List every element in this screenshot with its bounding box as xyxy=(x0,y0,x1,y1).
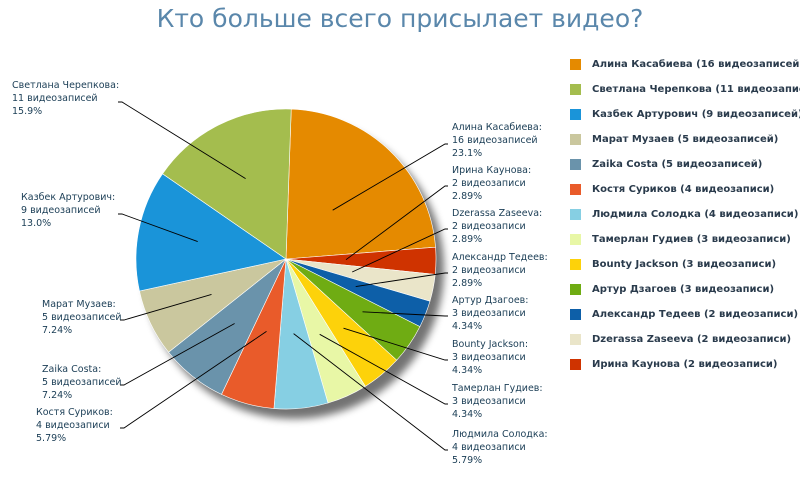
legend-swatch xyxy=(570,134,581,145)
slice-callout-text: Александр Тедеев: xyxy=(452,252,548,263)
legend-label: Bounty Jackson (3 видеозаписи) xyxy=(592,259,777,270)
slice-callout-text: 2 видеозаписи xyxy=(452,221,526,232)
legend-item: Александр Тедеев (2 видеозаписи) xyxy=(570,302,800,327)
slice-callout-text: 15.9% xyxy=(12,106,42,117)
legend-swatch xyxy=(570,259,581,270)
legend-label: Тамерлан Гудиев (3 видеозаписи) xyxy=(592,234,791,245)
leader-line xyxy=(352,228,448,273)
slice-callout-text: Ирина Каунова: xyxy=(452,165,531,176)
slice-callout-text: 5.79% xyxy=(452,455,482,466)
slice-callout-text: Bounty Jackson: xyxy=(452,339,528,350)
slice-callout-text: Светлана Черепкова: xyxy=(12,80,119,91)
slice-callout-text: 3 видеозаписи xyxy=(452,352,526,363)
legend-item: Ирина Каунова (2 видеозаписи) xyxy=(570,352,800,377)
slice-callout-text: Алина Касабиева: xyxy=(452,122,542,133)
legend-item: Zaika Costa (5 видеозаписей) xyxy=(570,152,800,177)
legend-item: Людмила Солодка (4 видеозаписи) xyxy=(570,202,800,227)
slice-callout-text: Марат Музаев: xyxy=(42,299,116,310)
legend-label: Марат Музаев (5 видеозаписей) xyxy=(592,134,779,145)
legend-label: Dzerassa Zaseeva (2 видеозаписи) xyxy=(592,334,792,345)
slice-callout-text: 5 видеозаписей xyxy=(42,312,122,323)
legend-label: Алина Касабиева (16 видеозаписей) xyxy=(592,59,800,70)
legend-label: Zaika Costa (5 видеозаписей) xyxy=(592,159,763,170)
slice-callout-text: 3 видеозаписи xyxy=(452,308,526,319)
leader-line xyxy=(319,333,448,405)
slice-callout-text: 2.89% xyxy=(452,191,482,202)
slice-callout-text: 7.24% xyxy=(42,325,72,336)
legend-label: Артур Дзагоев (3 видеозаписи) xyxy=(592,284,775,295)
legend-swatch xyxy=(570,159,581,170)
slice-callout-text: Тамерлан Гудиев: xyxy=(451,383,543,394)
leader-line xyxy=(120,293,212,321)
chart-title: Кто больше всего присылает видео? xyxy=(156,4,644,33)
slice-callout-text: 23.1% xyxy=(452,148,482,159)
legend-label: Александр Тедеев (2 видеозаписи) xyxy=(592,309,799,320)
slice-callout-text: 5.79% xyxy=(36,433,66,444)
slice-callout-text: 2 видеозаписи xyxy=(452,178,526,189)
leader-line xyxy=(345,185,448,261)
legend-label: Казбек Артурович (9 видеозаписей) xyxy=(592,109,800,120)
legend-item: Костя Суриков (4 видеозаписи) xyxy=(570,177,800,202)
slice-callouts: Алина Касабиева: 16 видеозаписей 23.1% Ирин… xyxy=(12,80,548,466)
legend-swatch xyxy=(570,59,581,70)
slice-callout-text: 9 видеозаписей xyxy=(21,205,101,216)
legend-label: Костя Суриков (4 видеозаписи) xyxy=(592,184,775,195)
slice-callout-text: 4.34% xyxy=(452,321,482,332)
leader-line xyxy=(293,333,448,451)
slice-callout-text: 2.89% xyxy=(452,278,482,289)
legend-item: Тамерлан Гудиев (3 видеозаписи) xyxy=(570,227,800,252)
legend-swatch xyxy=(570,184,581,195)
leader-line xyxy=(120,331,267,429)
slice-callout-text: Казбек Артурович: xyxy=(21,192,115,203)
slice-callout-text: Dzerassa Zaseeva: xyxy=(452,208,542,219)
leader-line xyxy=(332,143,448,211)
leader-lines xyxy=(118,101,448,451)
legend-item: Казбек Артурович (9 видеозаписей) xyxy=(570,102,800,127)
slice-callout-text: 4 видеозаписи xyxy=(36,420,110,431)
legend-label: Ирина Каунова (2 видеозаписи) xyxy=(592,359,778,370)
slice-callout-text: 4 видеозаписи xyxy=(452,442,526,453)
legend-swatch xyxy=(570,209,581,220)
legend-swatch xyxy=(570,309,581,320)
slice-callout-text: 2 видеозаписи xyxy=(452,265,526,276)
legend-item: Марат Музаев (5 видеозаписей) xyxy=(570,127,800,152)
slice-callout-text: Артур Дзагоев: xyxy=(452,295,528,306)
legend: Алина Касабиева (16 видеозаписей) Светлан… xyxy=(570,52,800,377)
slice-callout-text: Костя Суриков: xyxy=(36,407,113,418)
legend-swatch xyxy=(570,334,581,345)
legend-label: Людмила Солодка (4 видеозаписи) xyxy=(592,209,799,220)
legend-label: Светлана Черепкова (11 видеозаписе xyxy=(592,84,800,95)
leader-line xyxy=(120,323,235,386)
legend-swatch xyxy=(570,359,581,370)
slice-callout-text: 7.24% xyxy=(42,390,72,401)
leader-line xyxy=(362,311,448,317)
legend-item: Bounty Jackson (3 видеозаписи) xyxy=(570,252,800,277)
slice-callout-text: 4.34% xyxy=(452,365,482,376)
slice-callout-text: Людмила Солодка: xyxy=(452,429,548,440)
slice-callout-text: 5 видеозаписей xyxy=(42,377,122,388)
leader-line xyxy=(355,272,448,288)
legend-item: Светлана Черепкова (11 видеозаписе xyxy=(570,77,800,102)
legend-item: Артур Дзагоев (3 видеозаписи) xyxy=(570,277,800,302)
pie-slice xyxy=(135,173,287,292)
slice-callout-text: 16 видеозаписей xyxy=(452,135,538,146)
leader-line xyxy=(343,327,448,361)
slice-callout-text: 3 видеозаписи xyxy=(452,396,526,407)
legend-swatch xyxy=(570,284,581,295)
slice-callout-text: 13.0% xyxy=(21,218,51,229)
legend-item: Алина Касабиева (16 видеозаписей) xyxy=(570,52,800,77)
slice-callout-text: 4.34% xyxy=(452,409,482,420)
leader-line xyxy=(118,101,246,179)
slice-callout-text: 2.89% xyxy=(452,234,482,245)
pie-slices xyxy=(135,108,437,410)
legend-swatch xyxy=(570,109,581,120)
leader-line xyxy=(118,213,198,243)
slice-callout-text: 11 видеозаписей xyxy=(12,93,98,104)
legend-swatch xyxy=(570,84,581,95)
pie-slice xyxy=(285,108,436,260)
slice-callout-text: Zaika Costa: xyxy=(42,364,101,375)
legend-swatch xyxy=(570,234,581,245)
legend-item: Dzerassa Zaseeva (2 видеозаписи) xyxy=(570,327,800,352)
